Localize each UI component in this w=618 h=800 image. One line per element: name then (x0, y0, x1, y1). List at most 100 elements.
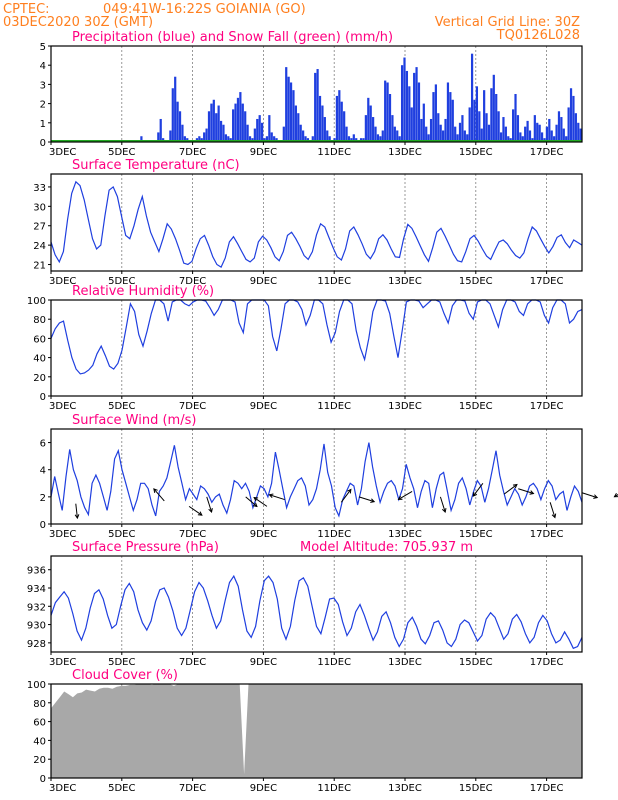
pressure-xtick-label: 7DEC (179, 657, 206, 668)
cloud-xtick-label: 7DEC (179, 783, 206, 794)
wind-arrow (153, 488, 165, 502)
precip-bar (533, 115, 536, 142)
cloud-xtick-label: 11DEC (317, 783, 351, 794)
precip-bar (574, 113, 577, 142)
wind-arrow-head (253, 496, 259, 502)
precip-xtick-label: 15DEC (459, 147, 493, 158)
precip-bar (400, 65, 404, 142)
temperature-ytick-label: 21 (33, 261, 46, 272)
wind-arrow-head (613, 493, 618, 498)
precip-ytick-label: 4 (40, 61, 46, 72)
cloud-xtick-label: 17DEC (530, 783, 564, 794)
precip-bar (318, 95, 322, 142)
precip-bar (328, 136, 331, 142)
precip-bar (367, 97, 370, 142)
precip-bar (572, 95, 575, 142)
precip-bar (241, 103, 244, 142)
temperature-xtick-label: 15DEC (459, 276, 493, 287)
precip-bar (393, 126, 396, 142)
precip-bar (268, 115, 271, 142)
precip-bar (410, 107, 413, 142)
temperature-xtick-label: 13DEC (388, 276, 422, 287)
humidity-xtick-label: 3DEC (49, 401, 76, 412)
precip-bar (526, 120, 529, 142)
precip-bar (514, 94, 517, 142)
precip-bar (560, 117, 563, 142)
pressure-xtick-label: 11DEC (317, 657, 351, 668)
cloud-xtick-label: 13DEC (388, 783, 422, 794)
precip-bar (232, 109, 235, 142)
precip-bar (577, 122, 580, 142)
pressure-frame (50, 555, 583, 653)
precip-bar (553, 136, 556, 142)
precip-title: Precipitation (blue) and Snow Fall (gree… (72, 30, 393, 45)
pressure-line (50, 574, 583, 650)
precip-bar (178, 111, 182, 142)
precip-bar (487, 124, 491, 142)
precip-bar (171, 88, 174, 142)
wind-xtick-label: 13DEC (388, 529, 422, 540)
precip-bar (372, 117, 375, 142)
precip-ytick-label: 2 (40, 100, 46, 111)
precip-bar (198, 136, 201, 142)
precip-bar (321, 105, 324, 142)
precip-bar (519, 132, 522, 142)
wind-xtick-label: 7DEC (179, 529, 206, 540)
wind-ytick-label: 2 (40, 493, 46, 504)
wind-frame (50, 428, 583, 525)
pressure-xtick-label: 15DEC (459, 657, 493, 668)
precip-bar (425, 126, 428, 142)
precip-bar (492, 74, 495, 142)
wind-arrow (503, 484, 518, 495)
precip-bar (140, 136, 143, 142)
precip-bar (246, 124, 249, 142)
precip-bar (203, 132, 206, 142)
precip-bar (497, 111, 500, 142)
humidity-ytick-label: 0 (40, 392, 46, 403)
wind-arrow (269, 494, 285, 501)
temperature-panel: Surface Temperature (nC) 21 24 27 30 33 3DEC 5D… (33, 158, 583, 287)
precip-ytick-label: 3 (40, 80, 46, 91)
temperature-frame (50, 173, 583, 272)
precip-xtick-label: 5DEC (108, 147, 135, 158)
pressure-ytick-label: 932 (27, 602, 46, 613)
cloud-ytick-label: 60 (33, 718, 46, 729)
precip-bar (470, 53, 474, 142)
precip-bar (562, 128, 565, 142)
precip-xtick-label: 9DEC (250, 147, 277, 158)
precip-bar (504, 126, 507, 142)
precip-bar (369, 105, 372, 142)
header-source: CPTEC: (3, 2, 50, 17)
precip-bar (458, 122, 462, 142)
wind-arrow (75, 503, 78, 519)
pressure-xtick-label: 13DEC (388, 657, 422, 668)
humidity-title: Relative Humidity (%) (72, 284, 214, 299)
precip-bar (302, 130, 305, 142)
precip-bar (285, 67, 288, 142)
wind-xtick-label: 17DEC (530, 529, 564, 540)
precip-bar (413, 72, 416, 142)
precip-bar (478, 111, 481, 142)
precip-bar (273, 136, 276, 142)
cloud-area (51, 684, 582, 778)
wind-arrow-head (208, 508, 213, 514)
temperature-ytick-label: 27 (33, 222, 46, 233)
wind-arrow-head (347, 488, 352, 494)
precip-bar (304, 136, 307, 142)
precip-bar (222, 124, 225, 142)
humidity-xtick-label: 13DEC (388, 401, 422, 412)
temperature-title: Surface Temperature (nC) (72, 158, 240, 173)
humidity-xtick-label: 11DEC (317, 401, 351, 412)
precip-bar (212, 99, 215, 142)
precip-bar (323, 117, 326, 142)
wind-arrow-head (593, 494, 599, 499)
precip-bar (219, 120, 223, 142)
temperature-xtick-label: 11DEC (317, 276, 351, 287)
precip-bar (516, 115, 520, 142)
header-run: 03DEC2020 30Z (GMT) (3, 15, 153, 30)
precip-bar (521, 136, 524, 142)
temperature-xtick-label: 5DEC (108, 276, 135, 287)
precip-bar (396, 130, 399, 142)
precip-bar (265, 136, 269, 142)
precip-bar (468, 107, 471, 142)
